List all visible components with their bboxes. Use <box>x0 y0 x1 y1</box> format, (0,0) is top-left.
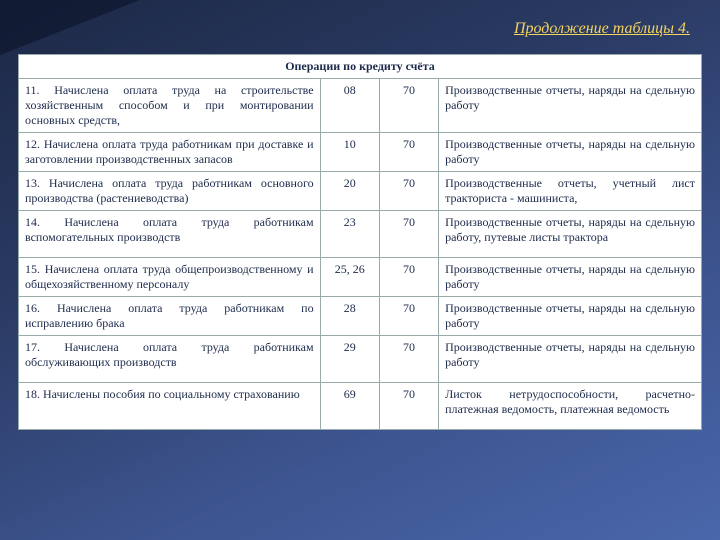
col2: 70 <box>379 258 438 297</box>
desc: 14. Начислена оплата труда работникам вс… <box>19 211 321 258</box>
table-row: 18. Начислены пособия по социальному стр… <box>19 383 702 430</box>
doc: Производственные отчеты, учетный лист тр… <box>439 172 702 211</box>
desc: 18. Начислены пособия по социальному стр… <box>19 383 321 430</box>
col2: 70 <box>379 172 438 211</box>
table-row: 12. Начислена оплата труда работникам пр… <box>19 133 702 172</box>
col2: 70 <box>379 79 438 133</box>
table-row: 14. Начислена оплата труда работникам вс… <box>19 211 702 258</box>
col1: 69 <box>320 383 379 430</box>
col1: 20 <box>320 172 379 211</box>
doc: Производственные отчеты, наряды на сдель… <box>439 133 702 172</box>
doc: Производственные отчеты, наряды на сдель… <box>439 297 702 336</box>
col1: 10 <box>320 133 379 172</box>
doc: Производственные отчеты, наряды на сдель… <box>439 79 702 133</box>
col1: 08 <box>320 79 379 133</box>
table-row: 17. Начислена оплата труда работникам об… <box>19 336 702 383</box>
col2: 70 <box>379 297 438 336</box>
doc: Листок нетрудоспособности, расчетно-плат… <box>439 383 702 430</box>
col1: 28 <box>320 297 379 336</box>
desc: 11. Начислена оплата труда на строительс… <box>19 79 321 133</box>
desc: 12. Начислена оплата труда работникам пр… <box>19 133 321 172</box>
desc: 15. Начислена оплата труда общепроизводс… <box>19 258 321 297</box>
table-row: 11. Начислена оплата труда на строительс… <box>19 79 702 133</box>
doc: Производственные отчеты, наряды на сдель… <box>439 211 702 258</box>
doc: Производственные отчеты, наряды на сдель… <box>439 258 702 297</box>
doc: Производственные отчеты, наряды на сдель… <box>439 336 702 383</box>
table-row: 16. Начислена оплата труда работникам по… <box>19 297 702 336</box>
header-row: Операции по кредиту счёта <box>19 55 702 79</box>
col2: 70 <box>379 133 438 172</box>
table-continuation-caption: Продолжение таблицы 4. <box>514 20 690 38</box>
accounting-table: Операции по кредиту счёта 11. Начислена … <box>18 54 702 430</box>
col1: 25, 26 <box>320 258 379 297</box>
desc: 17. Начислена оплата труда работникам об… <box>19 336 321 383</box>
corner-decoration <box>0 0 140 55</box>
desc: 13. Начислена оплата труда работникам ос… <box>19 172 321 211</box>
header-title: Операции по кредиту счёта <box>19 55 702 79</box>
col2: 70 <box>379 211 438 258</box>
table-row: 15. Начислена оплата труда общепроизводс… <box>19 258 702 297</box>
col2: 70 <box>379 336 438 383</box>
desc: 16. Начислена оплата труда работникам по… <box>19 297 321 336</box>
col1: 23 <box>320 211 379 258</box>
col1: 29 <box>320 336 379 383</box>
col2: 70 <box>379 383 438 430</box>
table-row: 13. Начислена оплата труда работникам ос… <box>19 172 702 211</box>
